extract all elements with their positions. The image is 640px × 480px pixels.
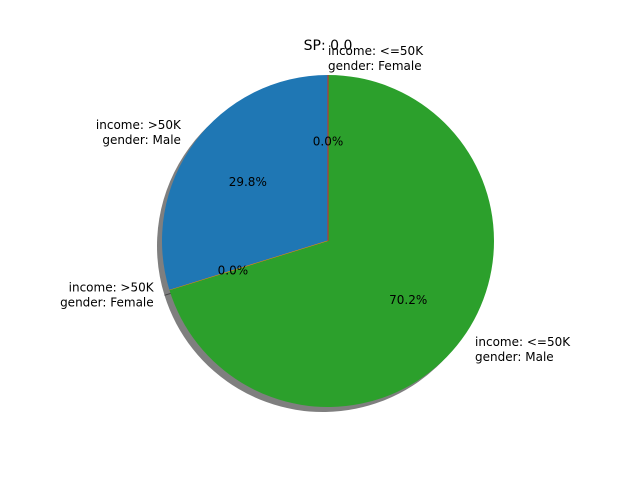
slice-percent-label: 29.8% — [229, 175, 267, 189]
slice-label: income: >50K gender: Female — [60, 281, 155, 310]
slice-label: income: <=50K gender: Male — [475, 335, 571, 364]
slice-percent-label: 70.2% — [389, 293, 427, 307]
pie-slice — [169, 75, 494, 407]
slice-percent-label: 0.0% — [218, 264, 249, 278]
pie-slices — [162, 75, 494, 407]
chart-title: SP: 0.0 — [304, 38, 353, 54]
slice-label: income: <=50K gender: Female — [328, 44, 424, 73]
pie-slice — [162, 75, 328, 291]
pie-labels: income: >50K gender: Male 29.8% income: >50… — [60, 44, 571, 364]
slice-label: income: >50K gender: Male — [96, 118, 182, 147]
slice-percent-label: 0.0% — [313, 134, 344, 148]
